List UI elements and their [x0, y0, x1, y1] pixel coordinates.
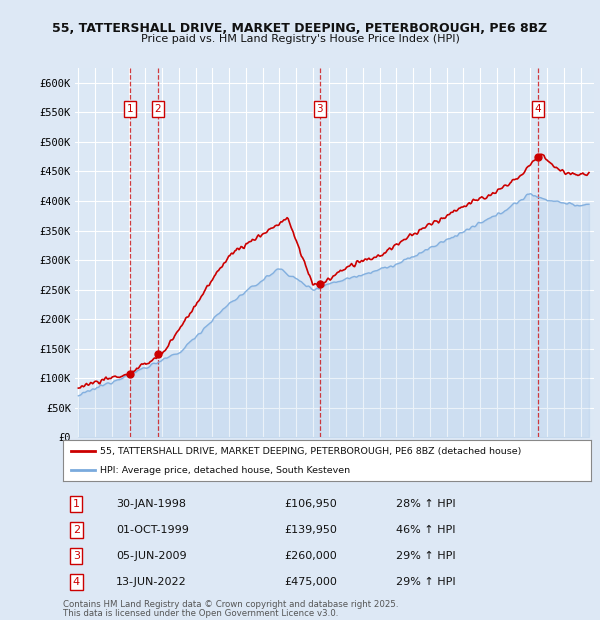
Text: £139,950: £139,950	[285, 525, 338, 535]
Text: £106,950: £106,950	[285, 499, 338, 509]
Text: 29% ↑ HPI: 29% ↑ HPI	[395, 551, 455, 561]
Text: 55, TATTERSHALL DRIVE, MARKET DEEPING, PETERBOROUGH, PE6 8BZ (detached house): 55, TATTERSHALL DRIVE, MARKET DEEPING, P…	[100, 447, 521, 456]
Text: 1: 1	[73, 499, 80, 509]
Text: 2: 2	[73, 525, 80, 535]
Text: 4: 4	[73, 577, 80, 587]
Text: 55, TATTERSHALL DRIVE, MARKET DEEPING, PETERBOROUGH, PE6 8BZ: 55, TATTERSHALL DRIVE, MARKET DEEPING, P…	[52, 22, 548, 35]
Text: 1: 1	[127, 104, 133, 114]
Text: 46% ↑ HPI: 46% ↑ HPI	[395, 525, 455, 535]
Text: 3: 3	[73, 551, 80, 561]
Text: 29% ↑ HPI: 29% ↑ HPI	[395, 577, 455, 587]
Text: This data is licensed under the Open Government Licence v3.0.: This data is licensed under the Open Gov…	[63, 609, 338, 618]
Text: 28% ↑ HPI: 28% ↑ HPI	[395, 499, 455, 509]
Text: 30-JAN-1998: 30-JAN-1998	[116, 499, 186, 509]
Text: Price paid vs. HM Land Registry's House Price Index (HPI): Price paid vs. HM Land Registry's House …	[140, 34, 460, 44]
Text: 2: 2	[155, 104, 161, 114]
Text: HPI: Average price, detached house, South Kesteven: HPI: Average price, detached house, Sout…	[100, 466, 350, 475]
Text: 3: 3	[316, 104, 323, 114]
Text: Contains HM Land Registry data © Crown copyright and database right 2025.: Contains HM Land Registry data © Crown c…	[63, 600, 398, 609]
Text: £475,000: £475,000	[285, 577, 338, 587]
Text: 01-OCT-1999: 01-OCT-1999	[116, 525, 188, 535]
Text: 05-JUN-2009: 05-JUN-2009	[116, 551, 187, 561]
Text: 4: 4	[535, 104, 541, 114]
Text: £260,000: £260,000	[285, 551, 338, 561]
Text: 13-JUN-2022: 13-JUN-2022	[116, 577, 187, 587]
